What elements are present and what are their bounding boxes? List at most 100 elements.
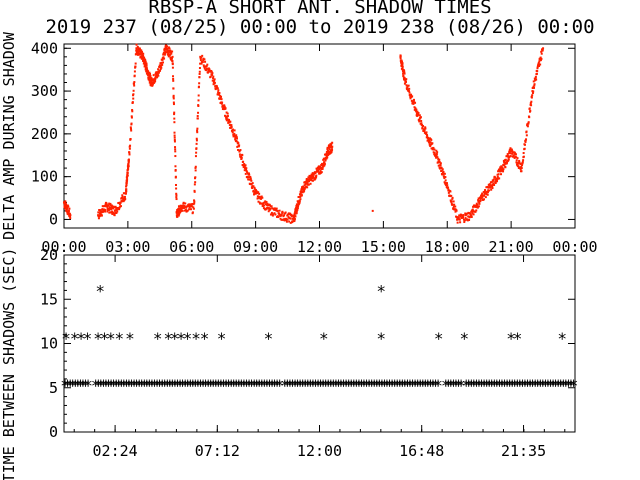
bottom-star-marker: * [489, 376, 499, 395]
bottom-star-marker: * [132, 376, 142, 395]
top-data-point [203, 58, 206, 61]
top-data-point [433, 151, 436, 154]
top-data-point [508, 149, 511, 152]
top-data-point [520, 165, 523, 168]
bottom-star-marker: * [487, 376, 497, 395]
top-panel: 00:00 03:00 06:00 09:00 12:00 15:00 18:00 21:00… [0, 31, 598, 256]
top-data-point [492, 182, 495, 185]
top-data-point [517, 161, 520, 164]
top-data-point [502, 168, 505, 171]
top-data-point [268, 207, 271, 210]
top-data-point [534, 79, 537, 82]
top-data-point [489, 184, 492, 187]
top-data-point [464, 214, 467, 217]
top-data-point [144, 61, 147, 64]
top-data-point [295, 210, 298, 213]
top-data-point [98, 214, 101, 217]
top-data-point [323, 153, 326, 156]
top-data-point [503, 164, 506, 167]
top-data-point [195, 147, 198, 150]
bottom-star-marker: * [260, 376, 270, 395]
bottom-star-marker: * [543, 376, 553, 395]
top-data-point [515, 163, 518, 166]
bottom-star-marker: * [76, 376, 86, 395]
bottom-star-marker: * [308, 376, 318, 395]
top-data-point [136, 50, 139, 53]
top-data-point [174, 146, 177, 149]
top-data-point [140, 56, 143, 59]
top-data-point [275, 209, 278, 212]
bottom-star-marker: * [564, 376, 574, 395]
top-data-point [432, 151, 435, 154]
top-data-point [160, 64, 163, 67]
top-y-tick-label: 0 [49, 210, 58, 228]
top-data-point [417, 112, 420, 115]
top-data-point [482, 198, 485, 201]
top-data-point [445, 183, 448, 186]
bottom-star-marker: * [153, 329, 163, 348]
top-data-point [497, 173, 500, 176]
top-data-point [444, 182, 447, 185]
top-data-point [298, 201, 301, 204]
top-data-point [118, 208, 121, 211]
top-data-point [257, 196, 260, 199]
top-data-point [410, 99, 413, 102]
top-data-point [200, 62, 203, 65]
top-data-point [407, 90, 410, 93]
top-data-point [454, 210, 457, 213]
top-data-point [504, 166, 507, 169]
top-data-point [178, 212, 181, 215]
top-data-point [110, 207, 113, 210]
top-data-point [102, 205, 105, 208]
top-data-point [428, 143, 431, 146]
top-data-point [127, 166, 130, 169]
top-data-point [162, 53, 165, 56]
top-data-point [69, 214, 72, 217]
top-data-point [196, 115, 199, 118]
top-data-point [427, 137, 430, 140]
top-data-point [455, 209, 458, 212]
bottom-x-tick-label: 16:48 [399, 442, 444, 460]
top-data-point [265, 200, 268, 203]
bottom-y-tick-label: 10 [40, 335, 58, 353]
top-data-point [331, 145, 334, 148]
top-data-point [119, 201, 122, 204]
top-data-point [226, 112, 229, 115]
top-data-point [118, 206, 121, 209]
bottom-star-marker: * [306, 376, 316, 395]
top-data-point [311, 179, 314, 182]
top-data-point [231, 131, 234, 134]
bottom-star-marker: * [557, 329, 567, 348]
top-data-point [172, 87, 175, 90]
top-data-point [532, 90, 535, 93]
top-data-point [513, 156, 516, 159]
top-data-point [314, 171, 317, 174]
top-data-point [129, 127, 132, 130]
bottom-star-marker: * [341, 376, 351, 395]
top-data-point [277, 216, 280, 219]
top-data-point [500, 173, 503, 176]
top-data-point [476, 203, 479, 206]
top-data-point [174, 150, 177, 153]
top-data-point [201, 61, 204, 64]
top-data-point [234, 136, 237, 139]
top-data-point [174, 148, 177, 151]
top-data-point [329, 146, 332, 149]
top-data-point [530, 96, 533, 99]
bottom-star-marker: * [91, 376, 101, 395]
top-data-point [447, 186, 450, 189]
top-data-point [161, 58, 164, 61]
bottom-star-marker: * [104, 376, 114, 395]
top-data-point [163, 57, 166, 60]
top-data-point [497, 170, 500, 173]
top-data-point [144, 64, 147, 67]
bottom-star-marker: * [285, 376, 295, 395]
top-data-point [202, 59, 205, 62]
top-data-point [214, 85, 217, 88]
top-data-point [139, 51, 142, 54]
top-data-point [483, 194, 486, 197]
top-data-point [199, 62, 202, 65]
bottom-star-marker: * [400, 376, 410, 395]
top-data-point [179, 207, 182, 210]
top-data-point [429, 145, 432, 148]
